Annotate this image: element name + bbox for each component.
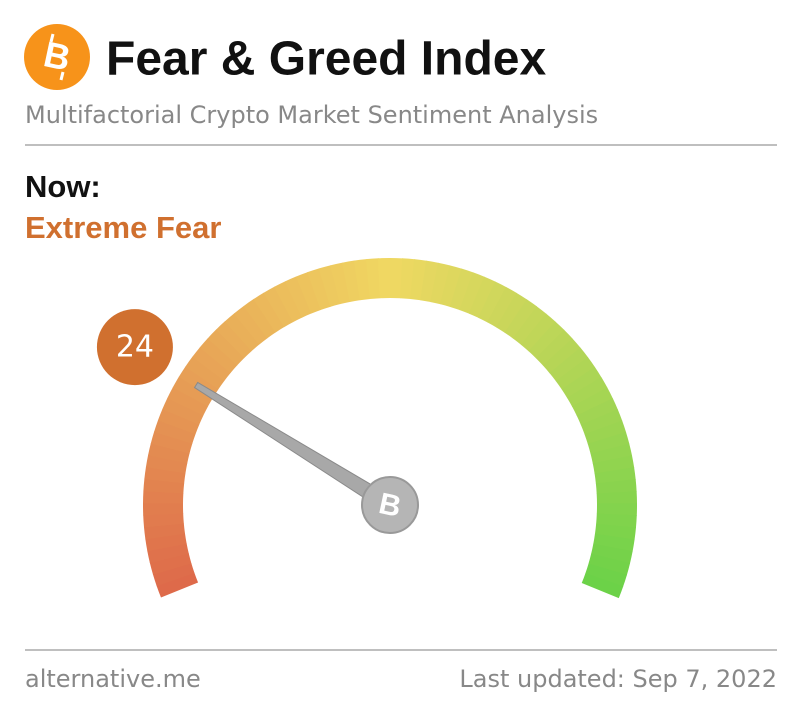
gauge-arc-segment bbox=[591, 543, 633, 564]
gauge-arc-segment bbox=[342, 260, 361, 302]
gauge-arc-segment bbox=[592, 455, 635, 474]
updated: Last updated: Sep 7, 2022 bbox=[459, 665, 777, 693]
gauge-arc-segment bbox=[263, 286, 294, 328]
gauge-arc-segment bbox=[581, 572, 624, 599]
gauge-arc-segment bbox=[594, 467, 636, 484]
gauge-arc-segment bbox=[580, 409, 623, 435]
gauge-arc-segment bbox=[143, 523, 186, 540]
gauge-arc-segment bbox=[149, 553, 192, 575]
gauge-arc-segment bbox=[145, 454, 188, 474]
gauge-arc-segment bbox=[572, 387, 614, 417]
gauge-arc-segment bbox=[555, 357, 596, 390]
gauge-arc-segment bbox=[148, 442, 190, 464]
gauge-arc-segment bbox=[495, 292, 528, 333]
gauge-arc-segment bbox=[215, 321, 252, 359]
gauge-arc-segment bbox=[410, 259, 427, 301]
gauge-arc-segment bbox=[528, 321, 565, 359]
gauge-arc-segment bbox=[330, 262, 351, 305]
gauge-arc-segment bbox=[152, 562, 195, 587]
gauge-arc-segment bbox=[318, 265, 341, 307]
gauge-arc-segment bbox=[593, 533, 635, 552]
gauge-arc-segment bbox=[144, 466, 186, 484]
gauge-arc-segment bbox=[512, 306, 547, 345]
gauge-arc-segment bbox=[535, 329, 573, 366]
gauge-arc-segment bbox=[307, 268, 331, 311]
gauge-arc-segment bbox=[365, 258, 381, 299]
value-label: 24 bbox=[116, 330, 154, 365]
gauge-arc-segment bbox=[143, 513, 184, 528]
gauge-arc-segment bbox=[157, 408, 200, 435]
gauge-arc-segment bbox=[478, 281, 507, 323]
gauge-arc-segment bbox=[588, 553, 631, 576]
gauge-arc-segment bbox=[253, 292, 285, 333]
gauge-arc-segment bbox=[566, 377, 608, 408]
gauge-arc-segment bbox=[295, 272, 322, 314]
gauge: B24 bbox=[96, 258, 637, 599]
value-badge bbox=[96, 309, 173, 386]
logo-stroke bbox=[49, 33, 55, 43]
gauge-arc-segment bbox=[199, 338, 238, 374]
gauge-arc-segment bbox=[243, 298, 276, 339]
gauge-arc-segment bbox=[576, 398, 618, 426]
gauge-arc-segment bbox=[207, 329, 245, 366]
gauge-arc-segment bbox=[143, 478, 185, 494]
subtitle: Multifactorial Crypto Market Sentiment A… bbox=[25, 101, 598, 129]
gauge-arc-segment bbox=[594, 523, 636, 540]
source: alternative.me bbox=[25, 665, 201, 693]
gauge-arc-segment bbox=[284, 276, 312, 318]
gauge-arc-segment bbox=[542, 338, 581, 374]
logo-circle bbox=[24, 24, 90, 90]
gauge-arc-segment bbox=[224, 313, 260, 352]
gauge-arc-segment bbox=[468, 276, 496, 318]
gauge-arc-segment bbox=[584, 420, 627, 445]
title: Fear & Greed Index bbox=[106, 33, 546, 86]
gauge-arc-segment bbox=[595, 479, 637, 495]
gauge-arc-segment bbox=[274, 281, 303, 323]
gauge-arc-segment bbox=[430, 262, 451, 305]
gauge-arc-segment bbox=[353, 259, 371, 301]
gauge-arc-segment bbox=[449, 268, 474, 311]
gauge-arc-segment bbox=[587, 431, 630, 455]
gauge-arc-segment bbox=[520, 313, 556, 352]
gauge-arc-segment bbox=[154, 419, 196, 444]
gauge-arc-segment bbox=[399, 258, 415, 300]
logo-stroke bbox=[59, 71, 65, 81]
gauge-arc-segment bbox=[167, 386, 209, 416]
gauge-arc-segment bbox=[504, 299, 538, 339]
gauge-arc-segment bbox=[590, 443, 633, 464]
gauge-arc-segment bbox=[192, 347, 231, 382]
gauge-arc-segment bbox=[561, 366, 602, 399]
gauge-arc-segment bbox=[147, 543, 189, 564]
value-heading: Now: bbox=[25, 169, 101, 204]
value-class: Extreme Fear bbox=[25, 210, 221, 245]
gauge-arc-segment bbox=[596, 513, 637, 528]
gauge-arc-segment bbox=[162, 397, 204, 425]
gauge-arc-segment bbox=[439, 265, 462, 308]
gauge-arc-segment bbox=[459, 272, 485, 314]
logo: B bbox=[24, 24, 90, 90]
hub bbox=[361, 476, 419, 534]
gauge-arc-segment bbox=[233, 305, 268, 345]
gauge-arc-segment bbox=[156, 572, 199, 598]
gauge-arc-segment bbox=[150, 431, 193, 454]
gauge-arc-segment bbox=[549, 347, 589, 382]
gauge-arc-segment bbox=[420, 260, 439, 303]
gauge-arc-segment bbox=[585, 563, 627, 587]
gauge-arc-segment bbox=[145, 533, 187, 552]
gauge-arc-segment bbox=[185, 356, 225, 390]
gauge-arc-segment bbox=[487, 286, 517, 328]
